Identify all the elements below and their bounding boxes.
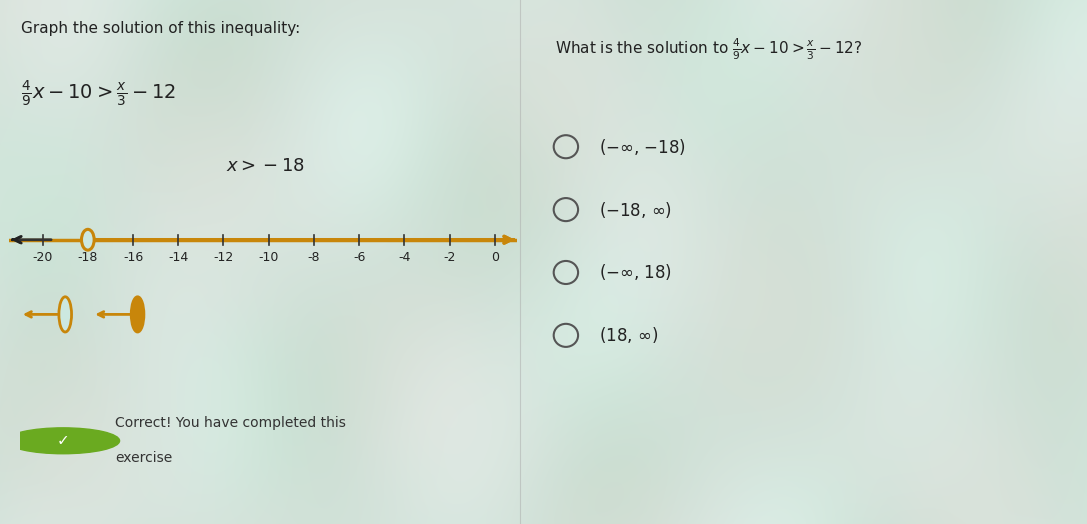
Circle shape [7,428,120,454]
Text: Graph the solution of this inequality:: Graph the solution of this inequality: [21,21,300,36]
Text: ($-\infty$, $18$): ($-\infty$, $18$) [599,263,672,282]
Text: -12: -12 [213,251,234,264]
Text: ($-\infty$, $-18$): ($-\infty$, $-18$) [599,137,686,157]
Text: -6: -6 [353,251,365,264]
Text: ✓: ✓ [57,433,70,449]
Text: -10: -10 [259,251,279,264]
Text: -14: -14 [168,251,188,264]
Circle shape [82,230,95,250]
Text: -2: -2 [443,251,455,264]
Text: -18: -18 [77,251,98,264]
Text: -20: -20 [33,251,53,264]
Circle shape [132,297,143,332]
Text: Correct! You have completed this: Correct! You have completed this [115,416,346,430]
Circle shape [59,297,72,332]
Text: $x > -18$: $x > -18$ [226,157,304,175]
Text: $\frac{4}{9}x - 10 > \frac{x}{3} - 12$: $\frac{4}{9}x - 10 > \frac{x}{3} - 12$ [21,79,176,108]
Text: What is the solution to $\frac{4}{9}x - 10 > \frac{x}{3} - 12$?: What is the solution to $\frac{4}{9}x - … [554,37,862,62]
Text: ($-18$, $\infty$): ($-18$, $\infty$) [599,200,672,220]
Text: ($18$, $\infty$): ($18$, $\infty$) [599,325,659,345]
Text: -4: -4 [398,251,411,264]
Text: 0: 0 [491,251,499,264]
Text: -16: -16 [123,251,143,264]
Text: -8: -8 [308,251,321,264]
Text: exercise: exercise [115,451,173,465]
